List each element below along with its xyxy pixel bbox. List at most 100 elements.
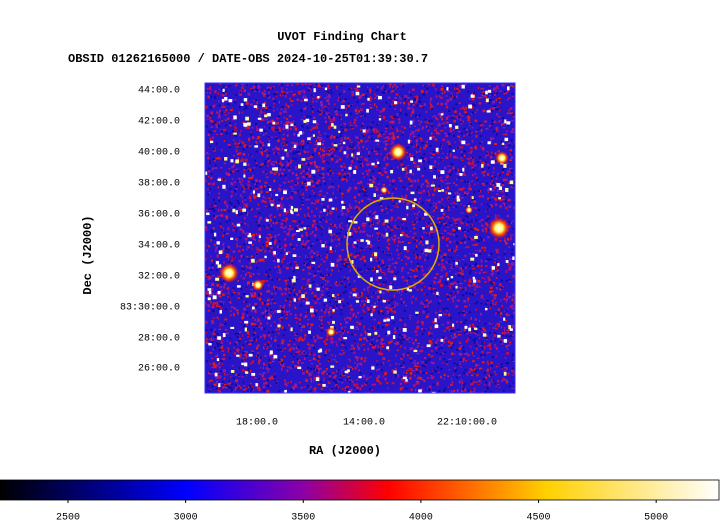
noise: [378, 352, 381, 355]
noise: [449, 98, 453, 101]
noise: [447, 297, 449, 301]
noise: [258, 248, 261, 251]
noise: [421, 244, 424, 246]
noise: [258, 239, 261, 243]
noise: [285, 118, 289, 120]
noise: [498, 386, 501, 388]
noise: [488, 381, 490, 384]
noise: [479, 319, 481, 322]
noise: [301, 83, 304, 86]
noise: [338, 243, 341, 245]
noise: [212, 333, 216, 336]
noise: [247, 92, 251, 96]
noise: [221, 234, 224, 238]
noise: [475, 130, 478, 133]
noise: [363, 327, 365, 329]
noise: [354, 109, 358, 112]
noise: [385, 140, 388, 142]
noise: [388, 242, 391, 245]
noise: [227, 383, 230, 385]
noise: [393, 331, 397, 334]
noise: [304, 184, 308, 188]
noise-dark: [400, 341, 403, 344]
noise: [430, 326, 432, 330]
noise: [390, 282, 392, 284]
noise: [441, 85, 444, 87]
noise: [224, 386, 228, 389]
noise: [437, 112, 441, 116]
noise-dark: [503, 90, 506, 93]
noise: [389, 84, 391, 87]
noise: [293, 133, 295, 136]
noise: [218, 390, 222, 393]
noise-dark: [385, 101, 388, 104]
noise: [482, 109, 484, 113]
noise: [227, 227, 230, 231]
noise: [306, 266, 310, 269]
noise: [242, 269, 244, 272]
noise: [259, 322, 263, 325]
noise: [400, 217, 402, 220]
noise: [398, 363, 401, 365]
noise: [239, 139, 241, 142]
noise: [433, 129, 437, 132]
noise: [407, 102, 410, 105]
noise: [461, 381, 464, 385]
noise: [282, 365, 285, 367]
noise: [285, 111, 288, 113]
noise: [466, 246, 470, 248]
noise: [279, 268, 281, 270]
noise: [498, 115, 501, 118]
noise: [274, 339, 277, 342]
noise: [395, 218, 397, 222]
noise-dark: [407, 146, 410, 149]
noise: [480, 259, 483, 263]
noise: [511, 387, 514, 389]
noise: [209, 362, 211, 365]
noise-dark: [460, 240, 463, 243]
noise: [351, 148, 354, 150]
noise: [474, 227, 477, 231]
noise: [248, 145, 252, 147]
noise: [365, 384, 367, 387]
noise: [231, 178, 234, 180]
noise: [322, 160, 325, 163]
noise: [441, 217, 445, 219]
noise: [414, 338, 417, 342]
noise: [499, 338, 502, 341]
noise: [384, 273, 386, 276]
noise: [251, 191, 253, 193]
noise: [226, 287, 229, 290]
noise-dark: [324, 182, 327, 185]
noise: [449, 286, 451, 290]
noise: [207, 372, 210, 374]
noise: [508, 267, 512, 271]
noise: [256, 352, 260, 354]
noise: [284, 287, 287, 291]
noise: [281, 163, 284, 166]
noise: [304, 287, 307, 289]
noise: [245, 241, 248, 243]
noise: [314, 264, 316, 266]
noise-dark: [361, 124, 364, 127]
noise: [222, 242, 225, 244]
noise: [308, 268, 310, 270]
noise: [404, 196, 407, 200]
noise: [276, 206, 279, 209]
noise: [432, 153, 436, 156]
noise: [436, 151, 439, 154]
noise-dark: [329, 172, 332, 175]
noise: [389, 307, 393, 311]
noise: [355, 89, 358, 93]
noise: [401, 269, 403, 272]
noise: [258, 373, 262, 375]
noise: [421, 127, 424, 130]
noise: [212, 227, 215, 230]
noise: [506, 292, 509, 295]
noise: [452, 206, 455, 208]
noise: [250, 288, 254, 291]
noise: [416, 115, 419, 118]
noise: [326, 173, 329, 175]
noise-dark: [275, 92, 278, 95]
noise: [381, 258, 383, 261]
